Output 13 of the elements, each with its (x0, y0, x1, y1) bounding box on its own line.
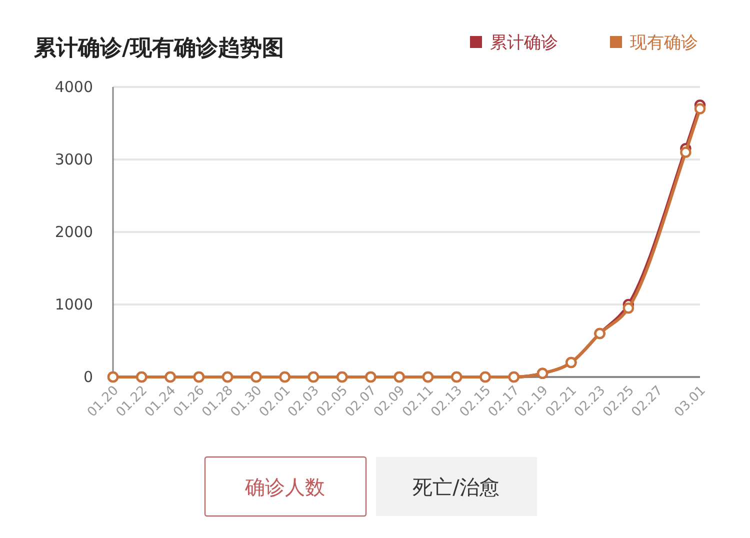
legend-label: 累计确诊 (490, 33, 558, 53)
tab-button: 死亡/治愈 (376, 457, 537, 516)
chart-title: 累计确诊/现有确诊趋势图 (33, 36, 284, 61)
y-tick-label: 0 (83, 368, 93, 386)
tab-button: 确诊人数 (204, 456, 367, 517)
point (622, 302, 634, 314)
point (694, 103, 706, 114)
y-tick-label: 1000 (54, 296, 93, 314)
y-tick-label: 3000 (54, 150, 93, 168)
y-tick-label: 4000 (54, 78, 93, 96)
y-tick-label: 2000 (54, 223, 93, 241)
legend-label: 现有确诊 (630, 33, 698, 53)
point (680, 146, 692, 158)
